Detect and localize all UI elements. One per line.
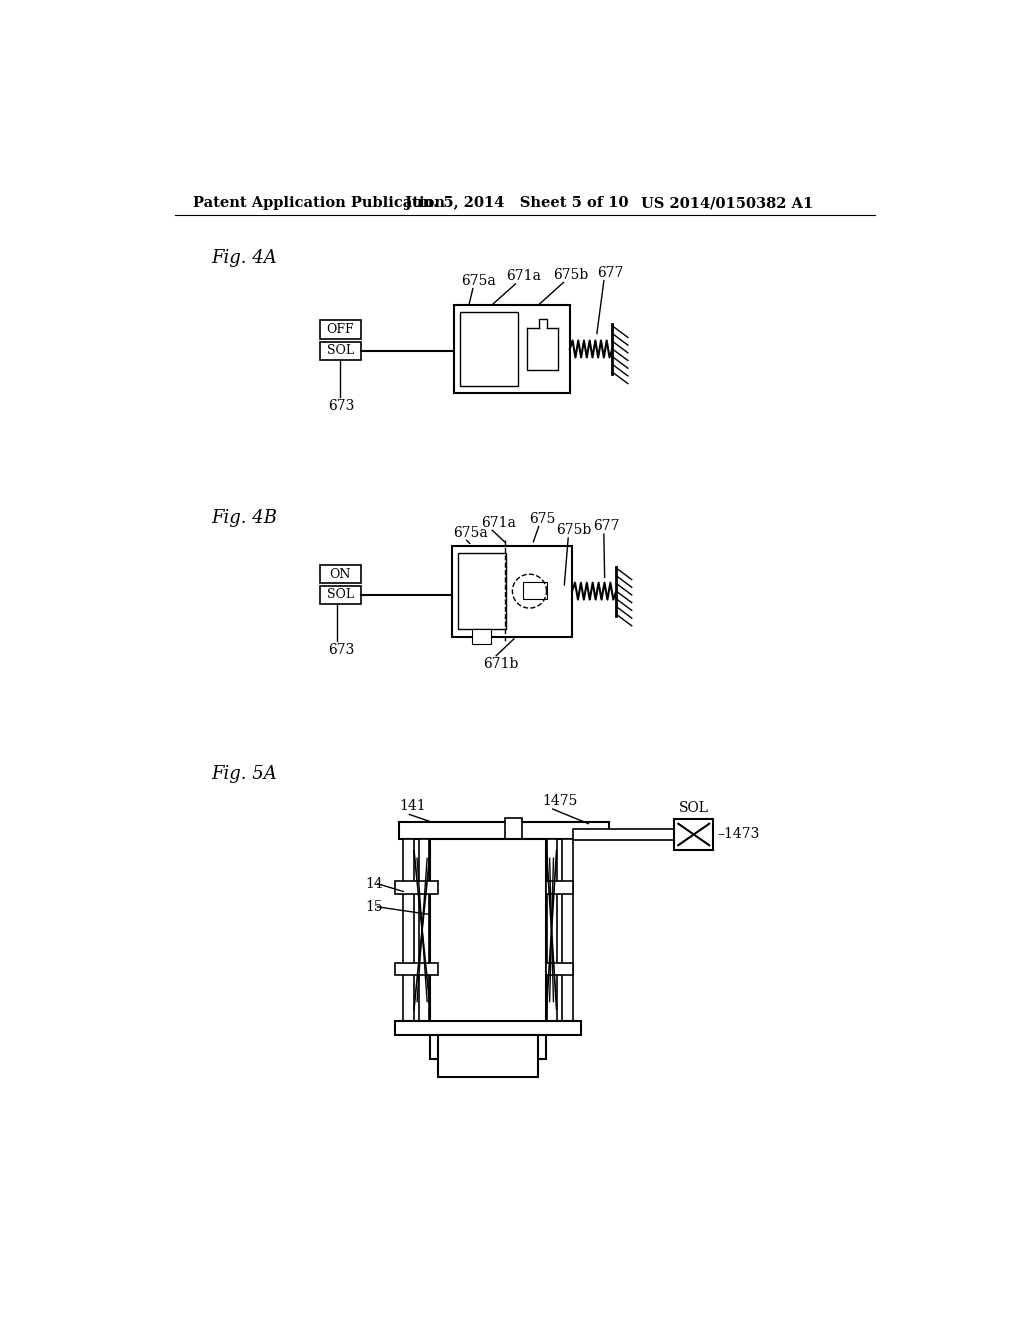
Text: 671a: 671a: [480, 516, 515, 529]
Text: 141: 141: [399, 799, 426, 813]
Bar: [506, 818, 522, 841]
Text: 1475: 1475: [542, 795, 578, 808]
Text: 677: 677: [593, 519, 620, 533]
Bar: [403, 840, 414, 1020]
Bar: [399, 822, 608, 840]
Bar: [321, 565, 360, 583]
Text: –1473: –1473: [717, 828, 760, 841]
Bar: [430, 840, 546, 1059]
Bar: [547, 840, 557, 1020]
Text: 675a: 675a: [454, 525, 488, 540]
Text: Fig. 5A: Fig. 5A: [212, 766, 278, 783]
Bar: [458, 553, 506, 628]
Bar: [395, 964, 438, 975]
Bar: [546, 882, 572, 894]
Text: OFF: OFF: [327, 323, 354, 335]
Bar: [452, 545, 572, 636]
Text: Patent Application Publication: Patent Application Publication: [194, 197, 445, 210]
Text: SOL: SOL: [327, 345, 354, 358]
Text: 15: 15: [366, 900, 383, 913]
Text: 671b: 671b: [483, 657, 518, 672]
Text: 673: 673: [328, 644, 354, 657]
Bar: [675, 818, 713, 850]
Text: 14: 14: [366, 876, 383, 891]
Bar: [523, 582, 547, 599]
Text: US 2014/0150382 A1: US 2014/0150382 A1: [641, 197, 813, 210]
Text: SOL: SOL: [679, 801, 709, 816]
Text: SOL: SOL: [327, 589, 354, 602]
Bar: [572, 829, 675, 840]
Text: 677: 677: [597, 267, 624, 280]
Bar: [321, 321, 360, 339]
Bar: [395, 882, 438, 894]
Text: 675b: 675b: [553, 268, 588, 281]
Text: ON: ON: [330, 568, 351, 581]
Bar: [460, 313, 518, 385]
Text: Fig. 4B: Fig. 4B: [212, 508, 278, 527]
Bar: [321, 586, 360, 605]
Bar: [562, 840, 572, 1020]
Bar: [419, 840, 429, 1020]
Text: 675a: 675a: [461, 273, 496, 288]
Text: Fig. 4A: Fig. 4A: [212, 249, 278, 267]
Text: 675: 675: [529, 512, 556, 525]
Bar: [472, 628, 492, 644]
Bar: [395, 1020, 581, 1035]
Text: Jun. 5, 2014   Sheet 5 of 10: Jun. 5, 2014 Sheet 5 of 10: [406, 197, 629, 210]
Bar: [454, 305, 569, 393]
Text: 675b: 675b: [557, 523, 592, 537]
Bar: [321, 342, 360, 360]
Text: 671a: 671a: [506, 269, 541, 284]
Text: 673: 673: [328, 400, 354, 413]
Bar: [546, 964, 572, 975]
Bar: [438, 1035, 538, 1077]
